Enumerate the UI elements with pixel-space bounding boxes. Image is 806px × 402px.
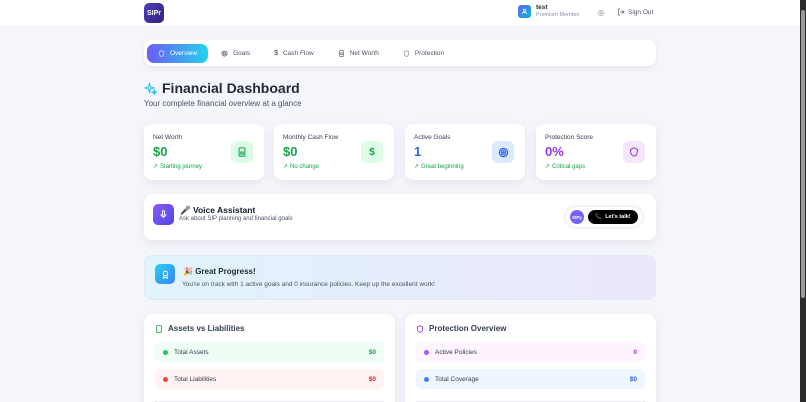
stat-value: $0 [283, 144, 298, 159]
scroll-thumb[interactable] [801, 10, 805, 298]
sign-out-label: Sign Out [628, 8, 654, 16]
tab-bar: Overview Goals $ Cash Flow Net Worth Pro… [144, 40, 656, 66]
stat-value: 1 [414, 144, 422, 159]
trend-up-icon: ↗ [414, 164, 420, 170]
target-icon [492, 141, 514, 163]
wallet-icon [338, 49, 344, 57]
sipy-avatar: SIPy [570, 210, 584, 224]
stat-note: ↗ Critical gaps [545, 163, 586, 171]
logo-text: SIPr [146, 9, 161, 17]
tab-label: Overview [170, 49, 198, 57]
status-dot [163, 349, 168, 355]
voice-subtitle: Ask about SIP planning and financial goa… [179, 216, 293, 222]
status-dot [424, 376, 429, 382]
stat-label: Active Goals [414, 134, 451, 141]
page-title: Financial Dashboard [162, 80, 300, 96]
shield-icon [158, 49, 165, 57]
stat-card-net-worth: Net Worth $0 ↗ Starting journey [144, 124, 264, 180]
stat-note: ↗ No change [283, 163, 320, 171]
tab-overview[interactable]: Overview [147, 43, 209, 63]
protection-overview-panel: Protection Overview Active Policies 0 To… [405, 314, 656, 402]
voice-assistant-card: 🎤 Voice Assistant Ask about SIP planning… [144, 194, 656, 240]
status-dot [163, 376, 168, 382]
status-dot [424, 349, 429, 355]
target-icon [221, 49, 228, 57]
sign-out-icon [618, 8, 625, 16]
logo[interactable]: SIPr [144, 3, 164, 23]
user-role: Premium Member [536, 12, 580, 18]
stat-note: ↗ Starting journey [153, 163, 203, 171]
gear-icon[interactable] [597, 9, 605, 17]
microphone-icon [153, 204, 174, 225]
tab-goals[interactable]: Goals [210, 44, 261, 63]
party-icon: 🎉 [183, 267, 196, 276]
tab-label: Goals [233, 49, 251, 57]
total-assets-row: Total Assets $0 [155, 342, 384, 362]
talk-widget: SIPy 📞 Let's talk! [566, 207, 642, 227]
shield-icon [623, 141, 645, 163]
wallet-icon [156, 324, 162, 333]
award-icon [155, 264, 175, 284]
top-bar: SIPr test Premium Member Sign Out [0, 0, 800, 27]
lets-talk-label: Let's talk! [605, 214, 631, 220]
assets-liabilities-panel: Assets vs Liabilities Total Assets $0 To… [144, 314, 395, 402]
sparkles-icon [144, 81, 157, 95]
stat-label: Monthly Cash Flow [283, 134, 339, 141]
stat-card-protection-score: Protection Score 0% ↗ Critical gaps [536, 124, 656, 180]
trend-up-icon: ↗ [545, 164, 551, 170]
tab-cash-flow[interactable]: $ Cash Flow [263, 44, 325, 63]
stat-value: 0% [545, 144, 564, 159]
tab-label: Net Worth [349, 49, 379, 57]
total-coverage-row: Total Coverage $0 [416, 369, 645, 389]
stat-label: Net Worth [153, 134, 183, 141]
panel-title: Protection Overview [416, 324, 506, 333]
tab-label: Protection [414, 49, 445, 57]
stat-card-active-goals: Active Goals 1 ↗ Great beginning [405, 124, 525, 180]
user-avatar-icon [518, 5, 531, 18]
total-liabilities-row: Total Liabilities $0 [155, 369, 384, 389]
page-subtitle: Your complete financial overview at a gl… [144, 99, 302, 108]
phone-icon: 📞 [595, 214, 603, 220]
stat-label: Protection Score [545, 134, 594, 141]
tab-label: Cash Flow [282, 49, 314, 57]
progress-title: 🎉 Great Progress! [183, 267, 256, 276]
progress-banner: 🎉 Great Progress! You're on track with 1… [144, 255, 656, 300]
user-name: test [536, 4, 548, 11]
dollar-icon: $ [274, 49, 278, 57]
shield-icon [416, 324, 424, 333]
active-policies-row: Active Policies 0 [416, 342, 645, 362]
panel-title: Assets vs Liabilities [155, 324, 244, 333]
user-profile[interactable]: test Premium Member [518, 4, 580, 19]
shield-icon [403, 49, 409, 57]
lets-talk-button[interactable]: 📞 Let's talk! [588, 210, 638, 224]
sign-out-button[interactable]: Sign Out [617, 8, 653, 16]
wallet-icon [231, 141, 253, 163]
tab-protection[interactable]: Protection [392, 44, 455, 63]
progress-text: You're on track with 1 active goals and … [182, 281, 435, 288]
tab-net-worth[interactable]: Net Worth [327, 44, 390, 63]
dollar-icon: $ [361, 141, 383, 163]
scrollbar[interactable] [800, 0, 806, 402]
stat-note: ↗ Great beginning [414, 163, 464, 171]
voice-title: 🎤 Voice Assistant [180, 205, 256, 215]
page-header: Financial Dashboard [144, 80, 300, 96]
trend-up-icon: ↗ [153, 164, 159, 170]
stat-card-cash-flow: Monthly Cash Flow $0 ↗ No change $ [274, 124, 394, 180]
stat-value: $0 [153, 144, 168, 159]
trend-up-icon: ↗ [283, 164, 289, 170]
